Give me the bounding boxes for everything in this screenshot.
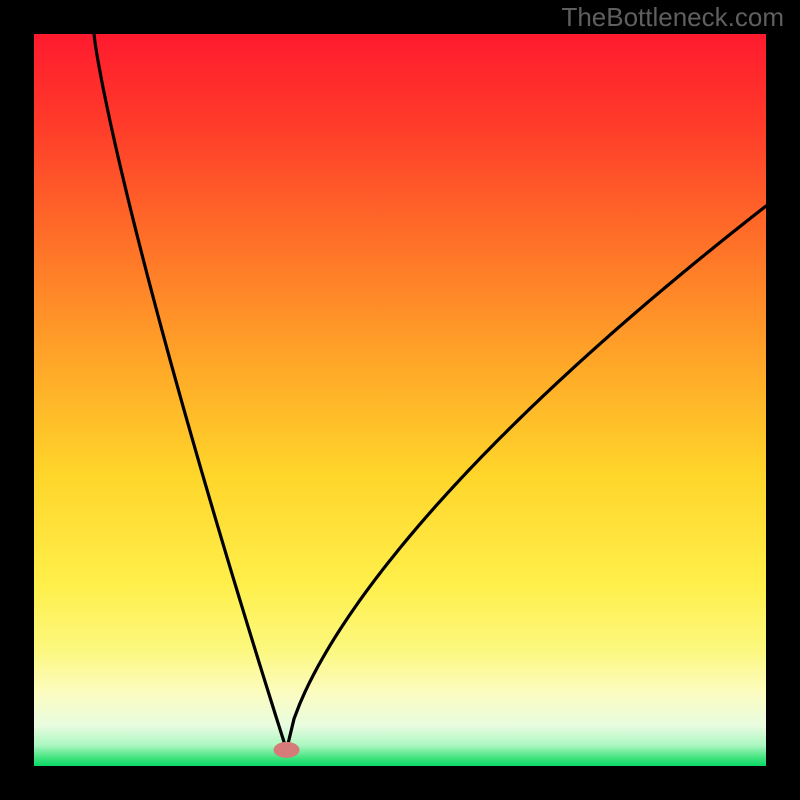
watermark-text: TheBottleneck.com (561, 2, 784, 33)
bottleneck-chart-svg (34, 34, 766, 766)
apex-marker (274, 742, 300, 758)
plot-area (34, 34, 766, 766)
gradient-background (34, 34, 766, 766)
